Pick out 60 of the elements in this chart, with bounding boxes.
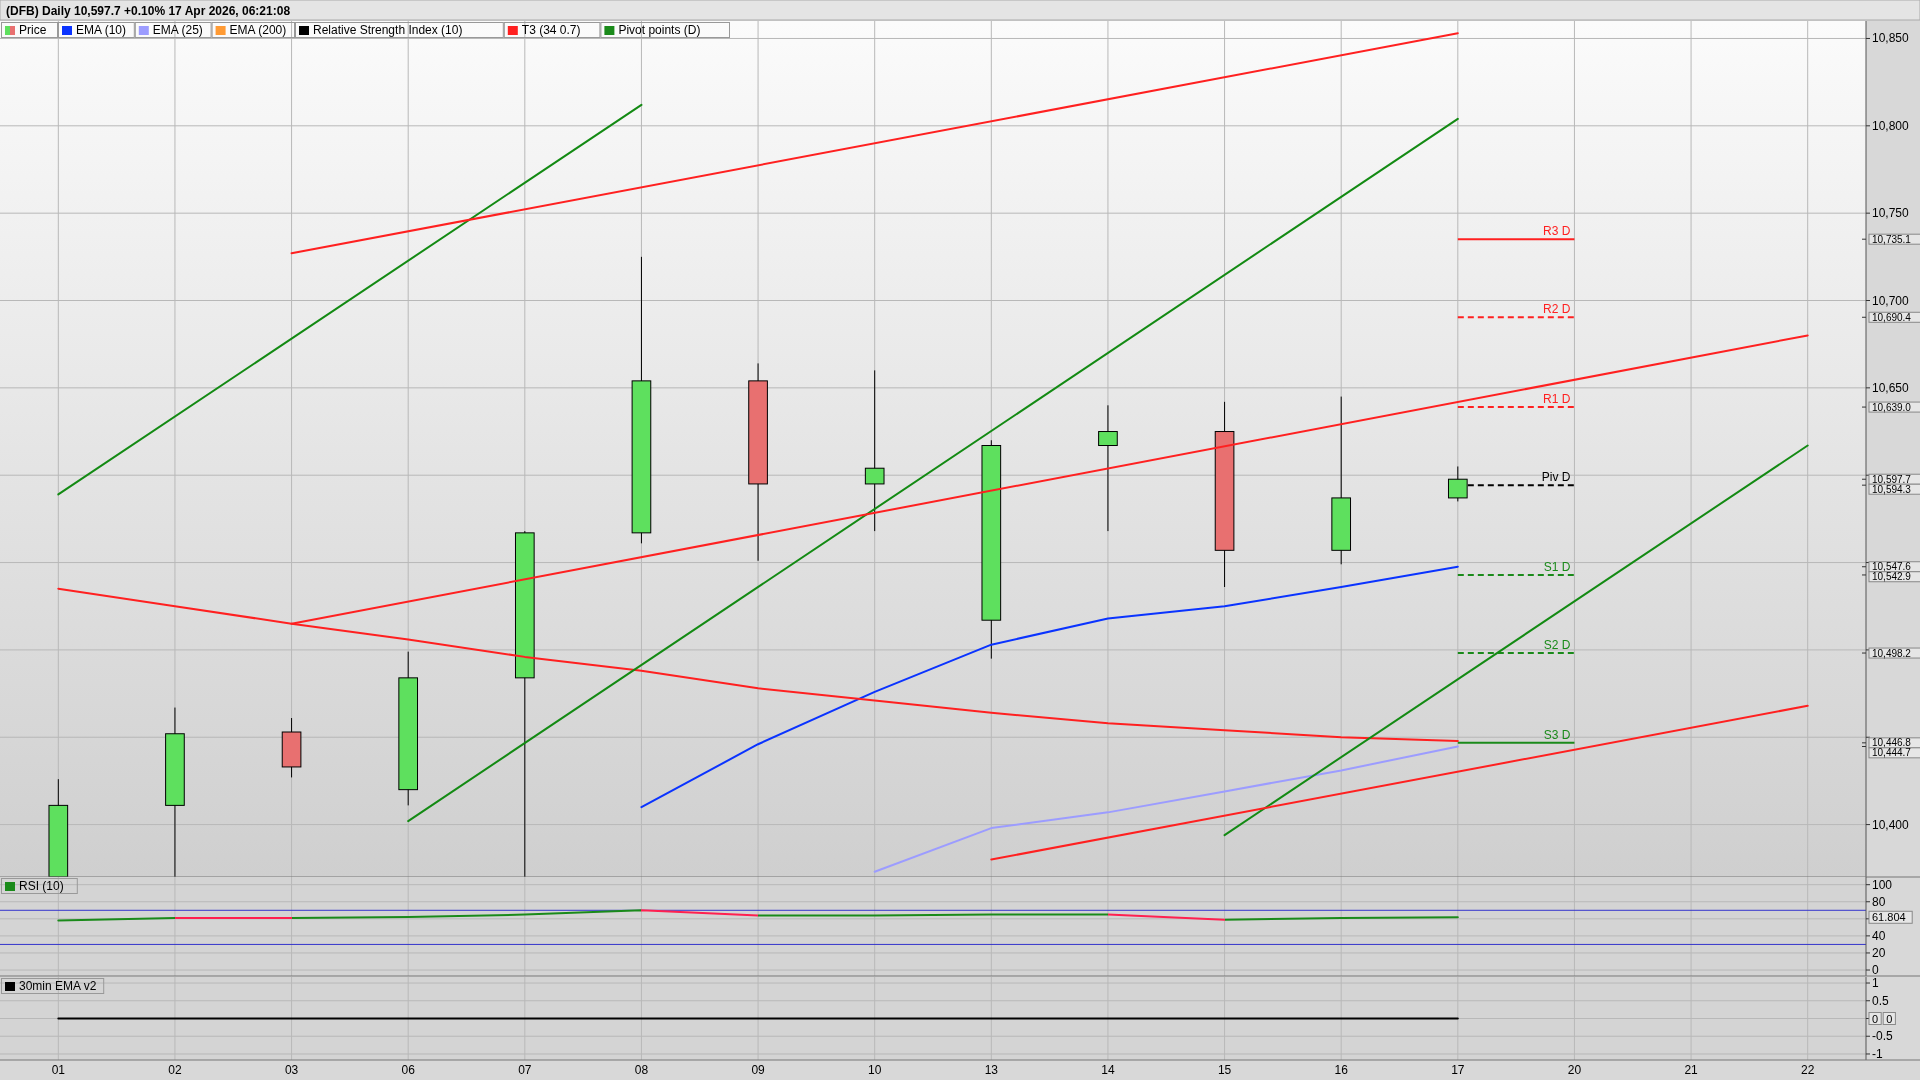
x-tick-label: 07 [518,1063,532,1077]
x-tick-label: 20 [1567,1063,1582,1077]
y-tick-label: 10,750 [1872,206,1910,221]
ref-line-label: Piv D [1541,470,1571,485]
y-tick-label: 20 [1872,945,1886,960]
legend: RSI (10) [1,878,78,894]
ref-line-label: S2 D [1543,638,1571,653]
y2-tick-label: 10,444.7 [1872,747,1912,759]
y2-tick-label: 10,542.9 [1872,571,1912,583]
x-tick-label: 06 [401,1063,416,1077]
y-tick-label: 10,400 [1872,817,1910,832]
x-tick-label: 13 [984,1063,999,1077]
y2-tick-label: 10,597.7 [1872,473,1912,485]
x-tick-label: 02 [168,1063,182,1077]
y-tick-label: 100 [1872,877,1893,892]
y2-tick-label: 10,594.3 [1872,483,1912,495]
x-tick-label: 14 [1101,1063,1115,1077]
y-tick-label: -0.5 [1872,1029,1893,1044]
y2-tick-label: 10,639.0 [1872,401,1912,413]
ref-line-label: S3 D [1543,727,1571,742]
x-tick-label: 01 [51,1063,66,1077]
legend-label: Price [19,23,47,37]
y-tick-label: 10,800 [1872,118,1910,133]
ref-line-label: R2 D [1543,302,1571,317]
legend-label: EMA (10) [76,23,127,37]
x-tick-label: 17 [1451,1063,1465,1077]
x-tick-label: 03 [284,1063,299,1077]
y-tick-label: 40 [1872,928,1886,943]
ref-line-label: R3 D [1543,224,1571,239]
x-tick-label: 16 [1334,1063,1349,1077]
chart-title: (DFB) Daily 10,597.7 +0.10% 17 Apr 2026, 06:21:08 [6,4,291,18]
y-tick-label: 10,650 [1872,380,1910,395]
x-tick-label: 21 [1684,1063,1699,1077]
y2-tick-label: 10,498.2 [1872,647,1912,659]
ref-line-label: S1 D [1543,559,1571,574]
legend-label: EMA (200) [229,23,287,37]
y-tick-label: 10,850 [1872,31,1910,46]
y-tick-label: 80 [1872,894,1886,909]
y2-tick-label: 10,547.6 [1872,561,1912,573]
x-tick-label: 09 [751,1063,766,1077]
y-tick-label: 10,700 [1872,293,1910,308]
ref-line-label: R1 D [1543,392,1571,407]
x-tick-label: 08 [634,1063,649,1077]
x-tick-label: 22 [1801,1063,1815,1077]
legend-label: Relative Strength Index (10) [313,23,463,37]
legend-label: Pivot points (D) [618,23,701,37]
y2-tick-label: 10,735.1 [1872,233,1912,245]
y2-tick-label: 10,690.4 [1872,311,1912,323]
x-tick-label: 15 [1217,1063,1232,1077]
y-tick-label: 0 [1872,963,1879,978]
y2-tick-label: 10,446.8 [1872,737,1912,749]
legend-label: EMA (25) [152,23,203,37]
legend: 30min EMA v2 [1,978,105,994]
text: 61.804 [1872,911,1906,924]
y-tick-label: -1 [1872,1046,1883,1061]
legend-label: T3 (34 0.7) [521,23,581,37]
y-tick-label: 1 [1872,976,1879,991]
x-tick-label: 10 [868,1063,882,1077]
legend-label: 30min EMA v2 [19,979,97,993]
y-tick-label: 0.5 [1872,993,1890,1008]
